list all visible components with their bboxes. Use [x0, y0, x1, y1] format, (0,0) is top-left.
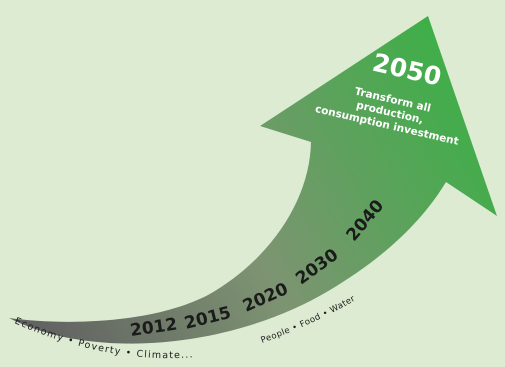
growth-arrow	[9, 16, 497, 344]
